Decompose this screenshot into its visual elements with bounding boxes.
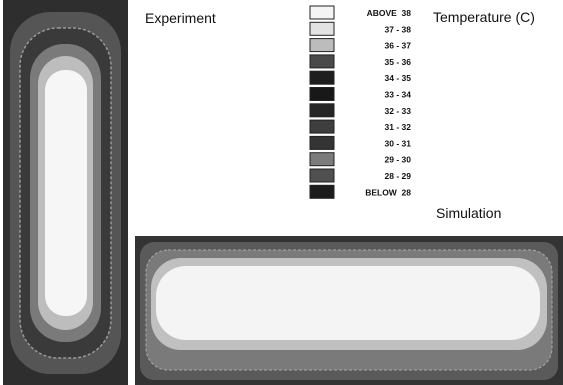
legend-label: 33 - 34: [385, 90, 412, 100]
legend-label: 29 - 30: [385, 155, 412, 165]
legend-swatch: [310, 6, 334, 19]
legend-swatch: [310, 55, 334, 68]
experiment-image: [3, 0, 128, 385]
figure: Experiment Temperature (C) Simulation AB…: [0, 0, 563, 385]
legend-swatch: [310, 22, 334, 35]
simulation-label: Simulation: [436, 205, 501, 221]
legend-label: 37 - 38: [385, 24, 412, 34]
simulation-image: [135, 236, 563, 385]
legend-label: 35 - 36: [385, 57, 412, 67]
legend-label: 32 - 33: [385, 106, 412, 116]
legend-title: Temperature (C): [433, 9, 535, 25]
experiment-label: Experiment: [145, 10, 216, 26]
legend-label: 31 - 32: [385, 122, 412, 132]
legend-label: ABOVE 38: [367, 8, 412, 18]
legend-label: 28 - 29: [385, 171, 412, 181]
legend-swatch: [310, 71, 334, 84]
legend-label: 36 - 37: [385, 41, 412, 51]
legend-swatch: [310, 185, 334, 198]
legend-label: 34 - 35: [385, 73, 412, 83]
legend-swatch: [310, 169, 334, 182]
page: Experiment Temperature (C) Simulation AB…: [0, 0, 563, 385]
legend-label: 30 - 31: [385, 138, 412, 148]
legend-swatch: [310, 120, 334, 133]
legend: ABOVE 38 37 - 38 36 - 37 35 - 36 34 - 35 33 -…: [310, 6, 411, 198]
legend-swatch: [310, 153, 334, 166]
legend-swatch: [310, 39, 334, 52]
legend-swatch: [310, 104, 334, 117]
legend-swatch: [310, 88, 334, 101]
legend-swatch: [310, 136, 334, 149]
legend-label: BELOW 28: [365, 187, 411, 197]
